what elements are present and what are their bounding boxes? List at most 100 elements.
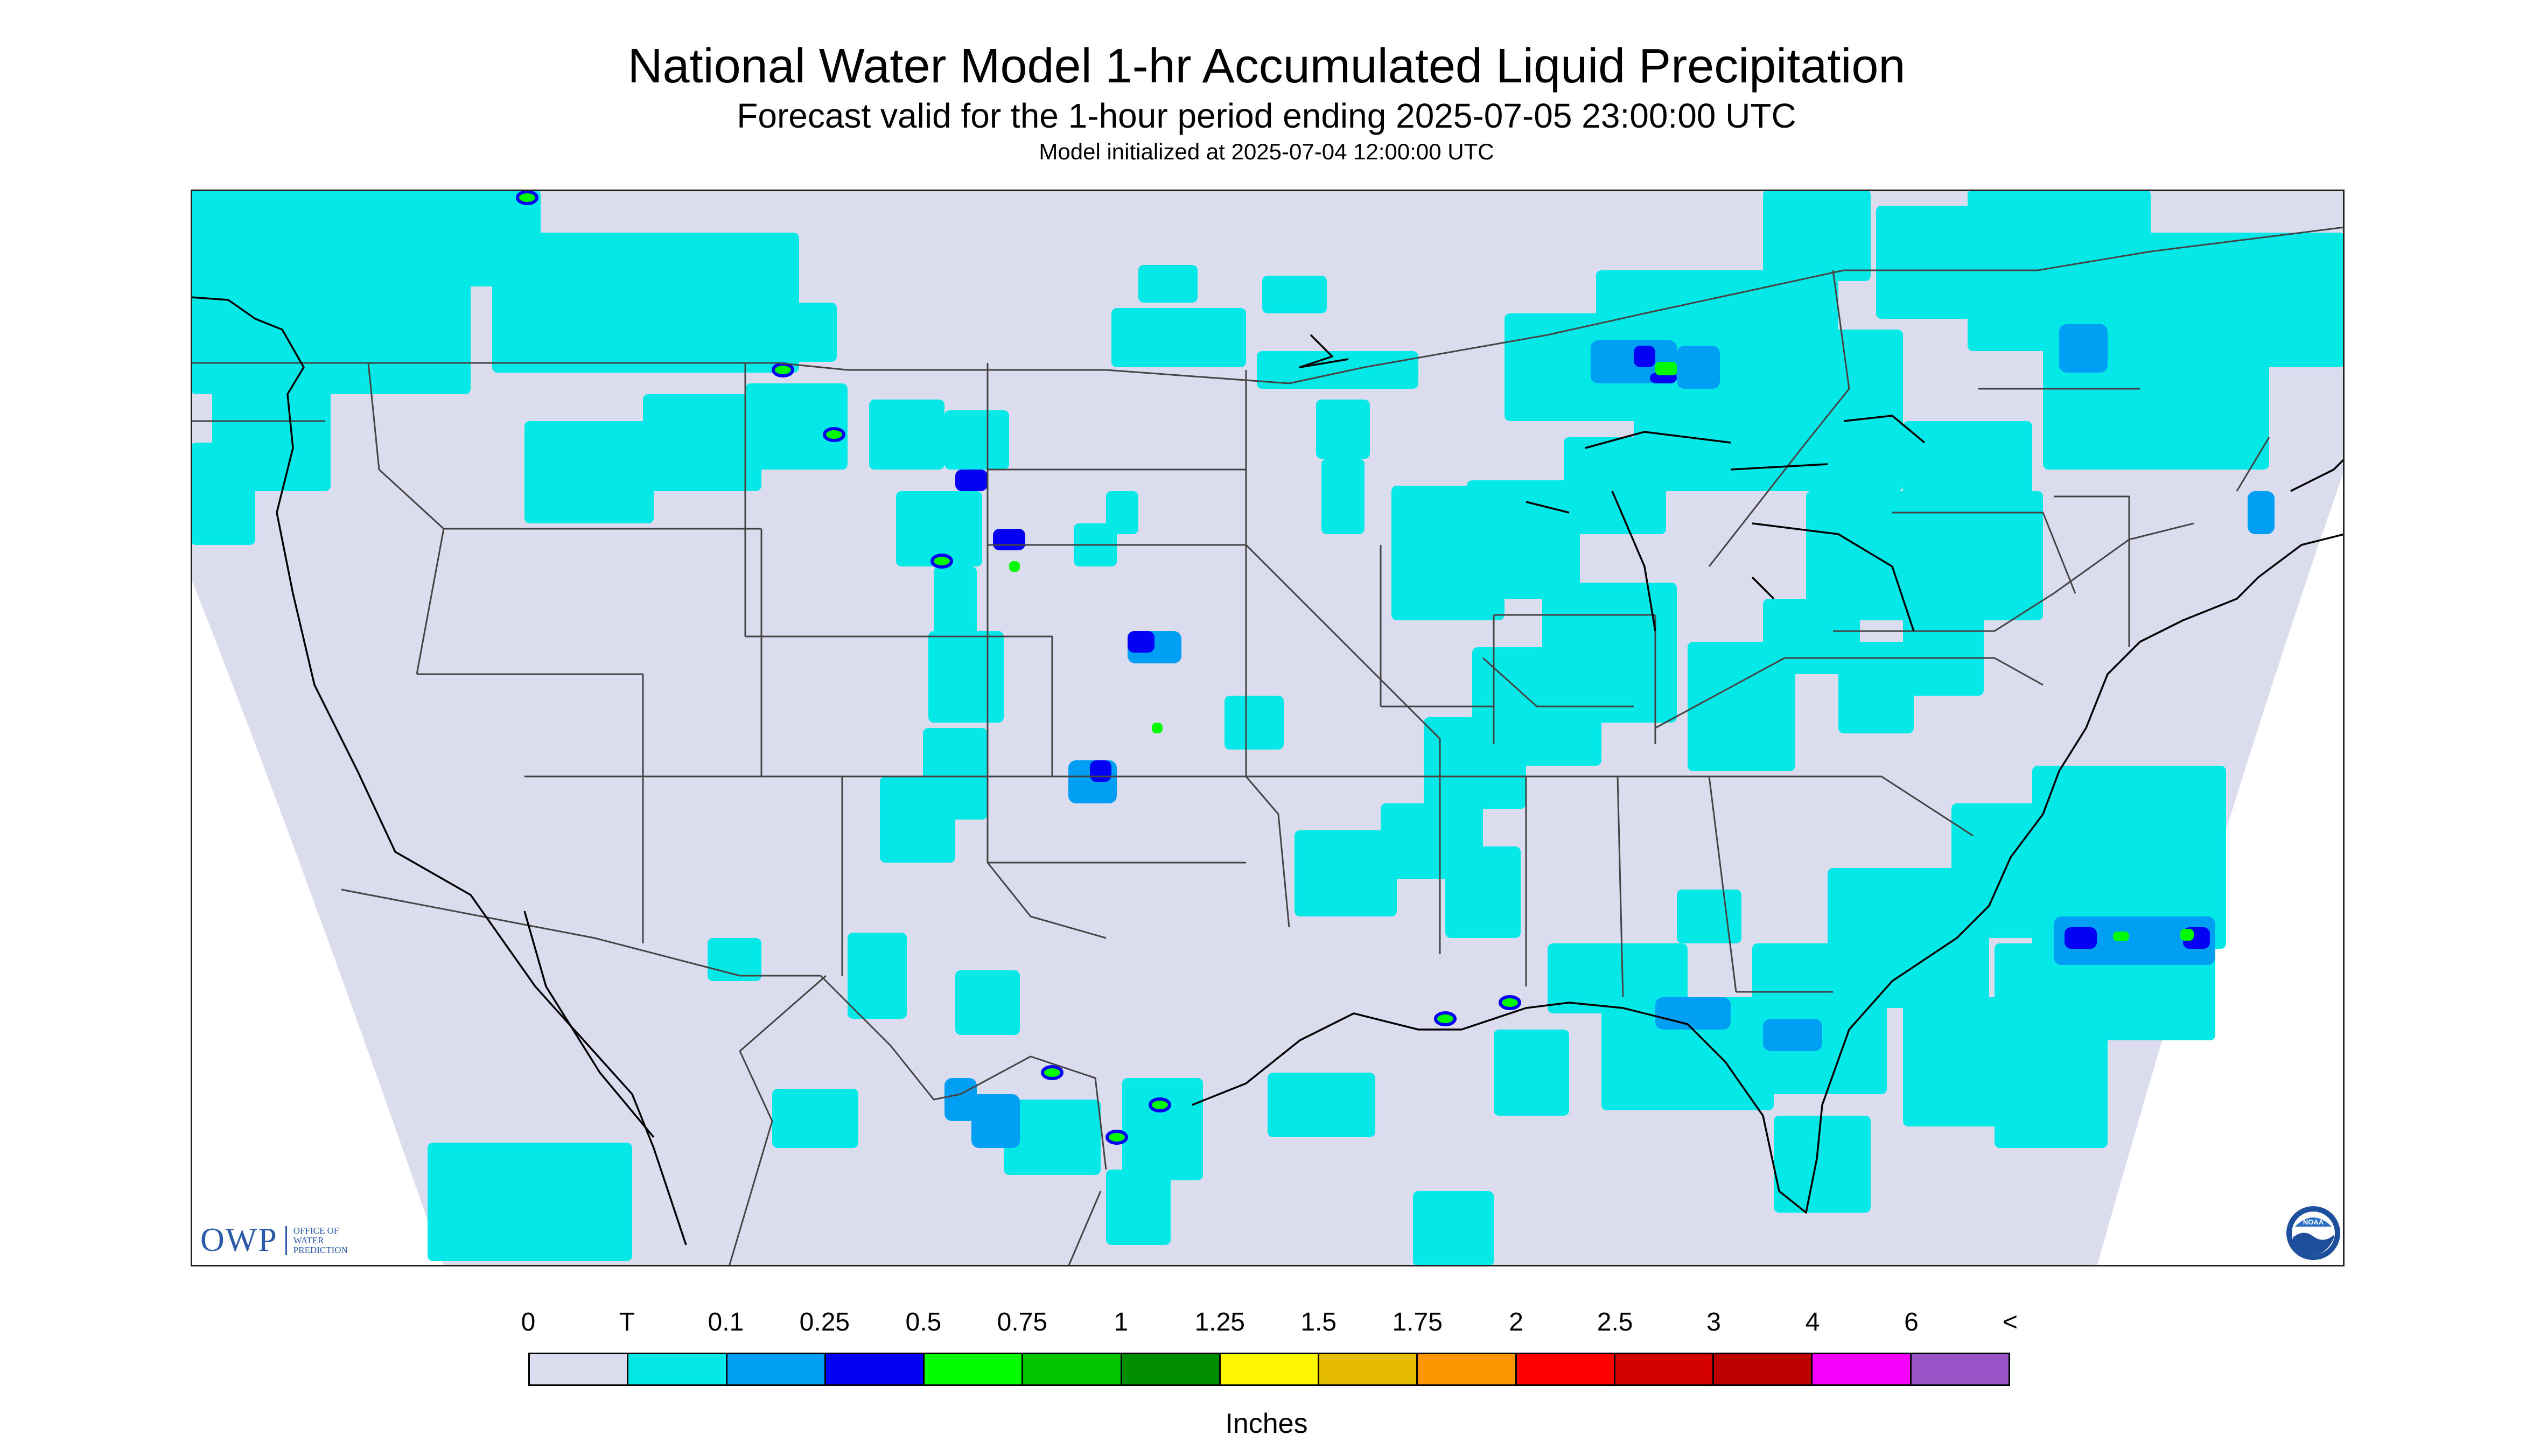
- state-border: [341, 888, 821, 977]
- legend-swatch: [1023, 1354, 1122, 1384]
- state-border: [367, 362, 445, 675]
- precipitation-cell: [2065, 927, 2097, 949]
- precipitation-cell: [1655, 362, 1677, 375]
- precipitation-cell: [1995, 943, 2108, 1148]
- precipitation-cell: [191, 443, 255, 545]
- legend-tick-label: 0.1: [708, 1308, 744, 1336]
- coastline: [1751, 576, 1775, 600]
- state-border: [191, 362, 1290, 384]
- precipitation-core: [772, 362, 794, 377]
- precipitation-cell: [880, 776, 955, 863]
- legend-swatch: [727, 1354, 826, 1384]
- precipitation-cell: [1601, 997, 1774, 1110]
- state-border: [728, 975, 827, 1266]
- legend-tick-label: 1.25: [1194, 1308, 1245, 1336]
- precipitation-cell: [1122, 1078, 1203, 1180]
- state-border: [1994, 538, 2130, 632]
- precipitation-cell: [524, 421, 654, 523]
- precipitation-cell: [2065, 233, 2345, 367]
- legend-tick-label: 1.5: [1300, 1308, 1337, 1336]
- precipitation-cell: [288, 190, 541, 286]
- legend-tick-label: 0.25: [799, 1308, 850, 1336]
- precipitation-cell: [1677, 346, 1720, 389]
- legend-swatch: [628, 1354, 727, 1384]
- precipitation-cell: [1591, 340, 1677, 383]
- precipitation-cell: [1224, 696, 1284, 750]
- precipitation-core: [1105, 1130, 1128, 1145]
- coastline: [1843, 415, 1926, 444]
- coastline: [523, 911, 655, 1138]
- coastline: [1611, 491, 1656, 632]
- precipitation-core: [516, 190, 538, 205]
- precipitation-cell: [1009, 561, 1020, 572]
- legend-swatch: [1714, 1354, 1813, 1384]
- precipitation-cell: [1763, 190, 1871, 281]
- precipitation-cell: [1424, 717, 1526, 809]
- state-border: [1655, 657, 1785, 729]
- precipitation-cell: [772, 1089, 858, 1148]
- legend-swatch: [1516, 1354, 1615, 1384]
- legend-swatch: [1911, 1354, 2009, 1384]
- precipitation-cell: [492, 233, 799, 373]
- precipitation-cell: [1763, 1019, 1822, 1051]
- legend-swatch: [1220, 1354, 1320, 1384]
- legend-swatch: [1813, 1354, 1912, 1384]
- precipitation-cell: [944, 410, 1009, 470]
- coastline: [1192, 1002, 1818, 1214]
- precipitation-cell: [1467, 480, 1580, 599]
- noaa-logo-text: NOAA: [2303, 1218, 2324, 1226]
- legend-tick-label: 1: [1114, 1308, 1129, 1336]
- state-border: [1785, 657, 2044, 686]
- precipitation-cell: [1106, 1170, 1171, 1245]
- precipitation-cell: [1494, 1030, 1569, 1116]
- coastline: [1752, 522, 1915, 632]
- noaa-logo: NOAA: [2286, 1206, 2340, 1260]
- legend-swatch: [1319, 1354, 1418, 1384]
- owp-logo-mark: OWP: [200, 1222, 278, 1258]
- coastline: [1816, 533, 2345, 1159]
- precipitation-color-scale: [528, 1353, 2010, 1386]
- state-border: [1892, 512, 2076, 594]
- legend-tick-label: 0.75: [997, 1308, 1048, 1336]
- state-border: [1709, 775, 1974, 837]
- legend-swatch: [1615, 1354, 1715, 1384]
- precipitation-cell: [643, 394, 761, 491]
- precipitation-cell: [1413, 1191, 1494, 1266]
- legend-swatch: [1418, 1354, 1517, 1384]
- state-border: [1617, 776, 1624, 998]
- state-border: [2236, 437, 2270, 492]
- precipitation-cell: [428, 1143, 632, 1261]
- state-border: [1708, 270, 1850, 567]
- precipitation-core: [1149, 1097, 1171, 1112]
- precipitation-cell: [1316, 400, 1370, 459]
- state-border: [1482, 657, 1634, 708]
- legend-tick-label: 2: [1509, 1308, 1524, 1336]
- precipitation-cell: [2180, 929, 2194, 941]
- coastline: [2290, 458, 2345, 492]
- legend-swatch: [825, 1354, 925, 1384]
- legend-tick-label: 2.5: [1597, 1308, 1633, 1336]
- precipitation-cell: [1262, 276, 1327, 313]
- precipitation-cell: [1903, 421, 2032, 523]
- precipitation-cell: [740, 303, 837, 362]
- precipitation-cell: [1257, 351, 1418, 389]
- precipitation-core: [930, 554, 953, 569]
- precipitation-core: [1434, 1011, 1457, 1026]
- legend-tick-label: 0: [521, 1308, 536, 1336]
- precipitation-cell: [971, 1094, 1020, 1148]
- precipitation-cell: [1090, 760, 1111, 782]
- legend-tick-label: 6: [1904, 1308, 1919, 1336]
- state-border: [2129, 522, 2194, 541]
- precipitation-cell: [1111, 308, 1246, 367]
- owp-logo-text: OFFICE OF WATER PREDICTION: [285, 1226, 363, 1255]
- precipitation-cell: [955, 470, 988, 491]
- state-border: [986, 862, 1107, 939]
- precipitation-core: [1041, 1065, 1063, 1080]
- legend-tick-label: <: [2002, 1308, 2018, 1336]
- precipitation-cell: [1903, 997, 2011, 1126]
- precipitation-layer: [191, 190, 2345, 1266]
- state-border: [1289, 226, 2345, 384]
- precipitation-cell: [1752, 943, 1887, 1094]
- precipitation-core: [823, 427, 845, 442]
- boundary-lines: [191, 226, 2345, 1266]
